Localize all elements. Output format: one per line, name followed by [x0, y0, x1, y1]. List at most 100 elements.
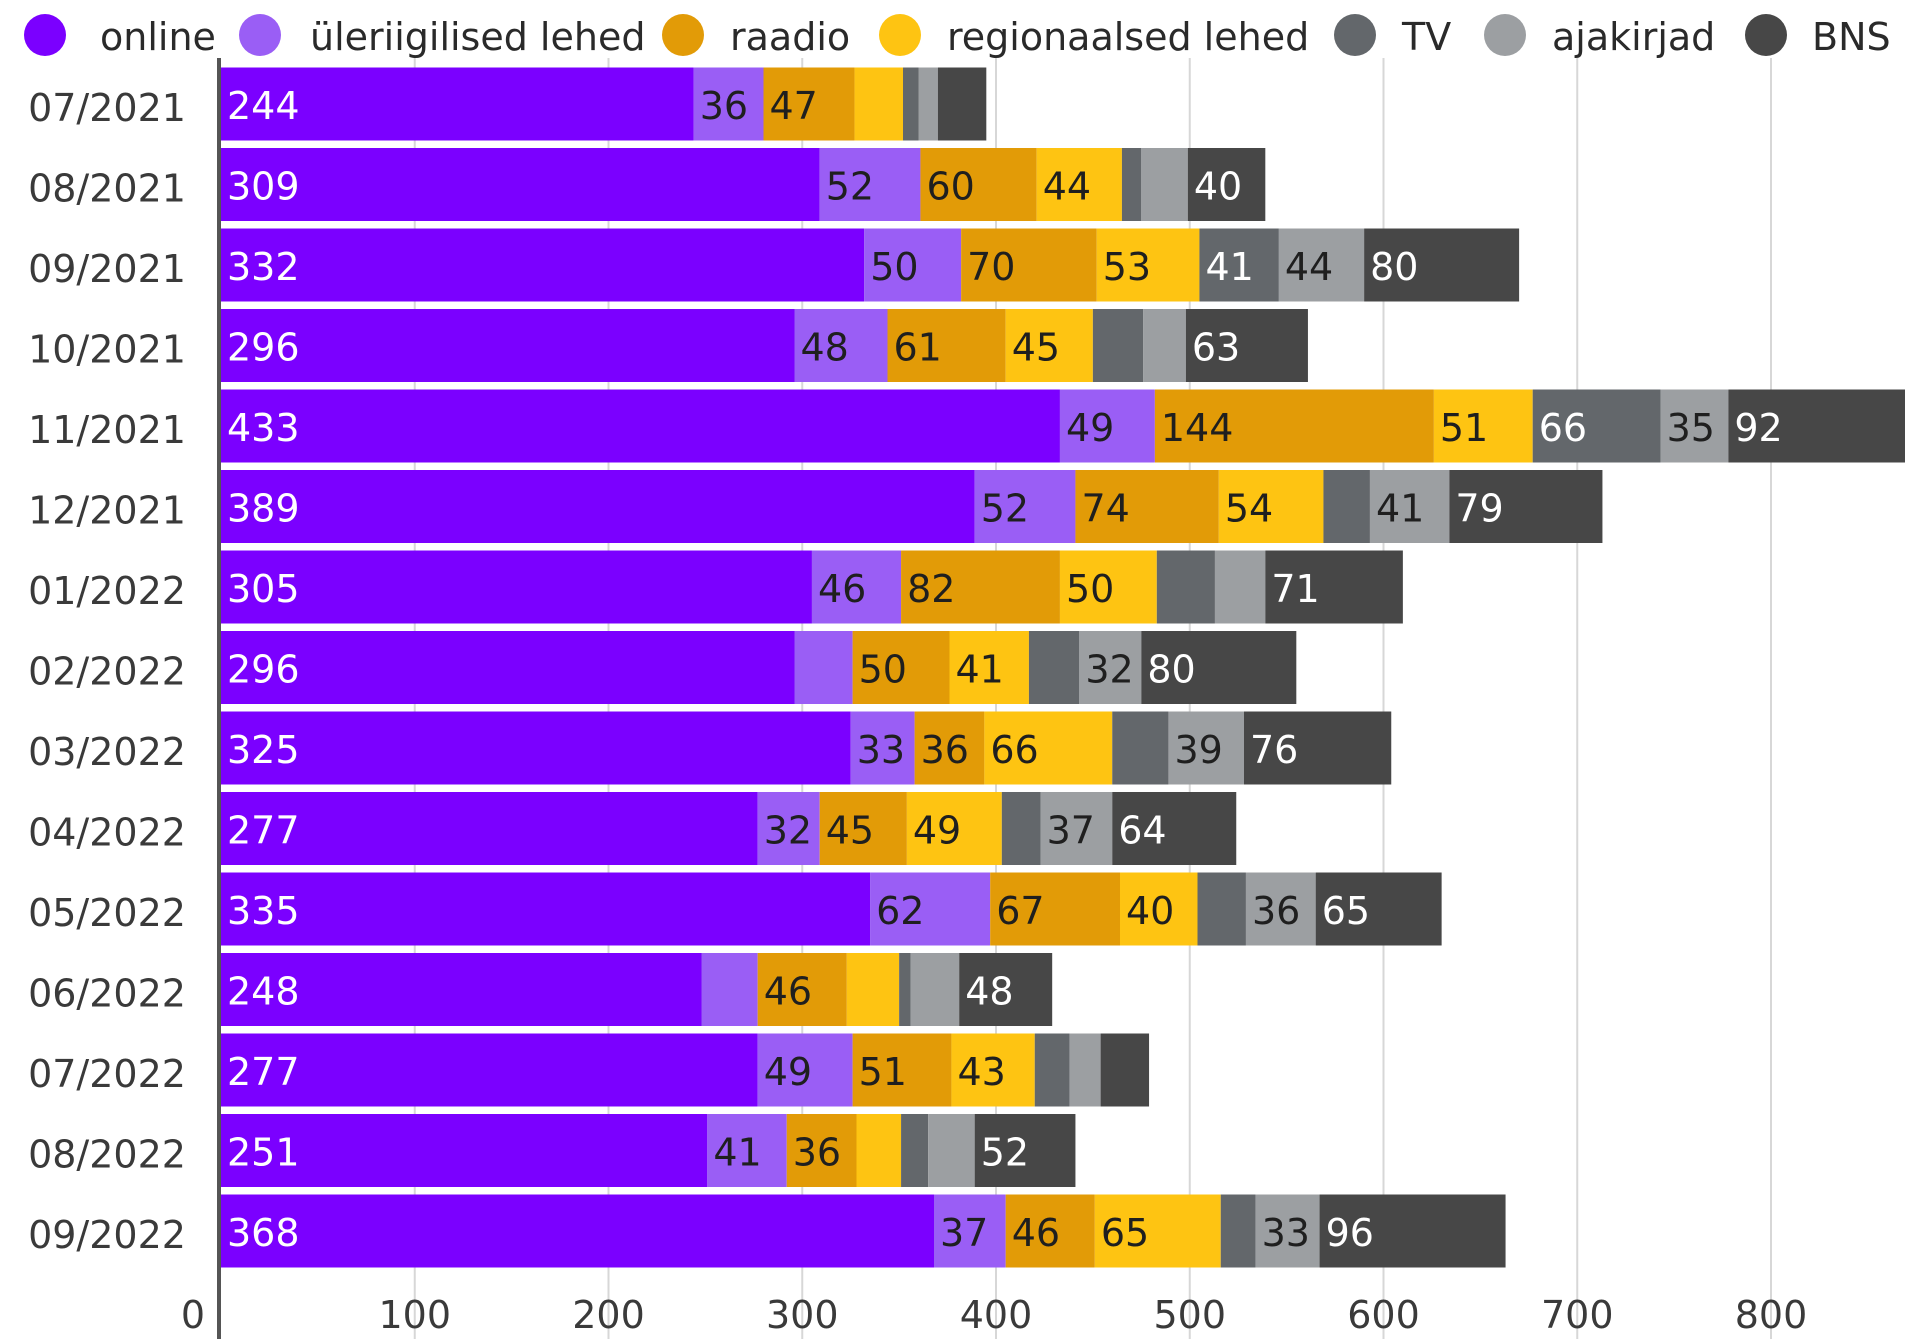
- legend-label: raadio: [730, 15, 850, 59]
- data-label: 35: [1667, 406, 1715, 450]
- category-label: 05/2022: [28, 891, 186, 935]
- bar-segment: [1185, 309, 1308, 382]
- bar-segment: [221, 389, 1060, 463]
- bar-segment: [1121, 148, 1142, 221]
- data-label: 53: [1103, 245, 1151, 289]
- bar-segment: [850, 711, 915, 785]
- data-label: 36: [1252, 889, 1300, 933]
- bar-segment: [990, 872, 1120, 946]
- bar-segment: [1323, 470, 1370, 543]
- data-label: 296: [227, 648, 300, 692]
- data-label: 50: [870, 245, 918, 289]
- data-label: 51: [1440, 406, 1488, 450]
- category-label: 03/2022: [28, 730, 186, 774]
- bar-segment: [1187, 148, 1266, 221]
- data-label: 335: [227, 889, 300, 933]
- bar-segment: [221, 228, 865, 302]
- bar-segment: [1034, 1033, 1070, 1107]
- data-label: 49: [1066, 406, 1114, 450]
- data-label: 80: [1370, 245, 1418, 289]
- data-label: 277: [227, 809, 300, 853]
- bar-segment: [906, 792, 1002, 865]
- bar-segment: [1040, 792, 1113, 865]
- bar-segment: [1364, 228, 1520, 302]
- bar-segment: [1255, 1194, 1320, 1268]
- category-label: 10/2021: [28, 328, 186, 372]
- bar-segment: [757, 1033, 853, 1107]
- data-label: 40: [1126, 889, 1174, 933]
- data-label: 52: [826, 165, 874, 209]
- legend-marker: [662, 14, 704, 56]
- category-label: 01/2022: [28, 569, 186, 613]
- bar-segment: [949, 631, 1029, 704]
- data-label: 66: [990, 728, 1038, 772]
- bar-segment: [974, 470, 1076, 543]
- data-label: 36: [921, 728, 969, 772]
- data-label: 50: [1066, 567, 1114, 611]
- bar-segment: [1315, 872, 1442, 946]
- bar-segment: [221, 67, 694, 141]
- bar-segment: [903, 67, 919, 141]
- bar-segment: [1156, 550, 1215, 624]
- bar-segment: [864, 228, 962, 302]
- bar-segment: [937, 67, 987, 141]
- data-label: 44: [1285, 245, 1333, 289]
- bar-segment: [1168, 711, 1244, 785]
- data-label: 248: [227, 970, 300, 1014]
- data-label: 40: [1194, 165, 1242, 209]
- bar-segment: [901, 1114, 929, 1187]
- data-label: 96: [1326, 1211, 1374, 1255]
- bar-segment: [819, 792, 907, 865]
- bar-segment: [1100, 1033, 1150, 1107]
- category-label: 04/2022: [28, 811, 186, 855]
- bar-segment: [1028, 631, 1080, 704]
- data-label: 66: [1539, 406, 1587, 450]
- bar-segment: [1265, 550, 1403, 624]
- data-label: 296: [227, 326, 300, 370]
- data-label: 52: [981, 487, 1029, 531]
- data-label: 389: [227, 487, 300, 531]
- x-tick-label: 500: [1153, 1293, 1226, 1337]
- bar-segment: [1001, 792, 1041, 865]
- category-label: 09/2022: [28, 1213, 186, 1257]
- data-labels: 244 36 47 309 52 60 44 40 332 50 70 53 41 44 80 296 48 61…: [227, 84, 1783, 1255]
- bar-segment: [984, 711, 1113, 785]
- category-label: 06/2022: [28, 972, 186, 1016]
- bar-segment: [1094, 1194, 1221, 1268]
- bar-segment: [1218, 470, 1324, 543]
- category-label: 09/2021: [28, 247, 186, 291]
- bar-segment: [1141, 148, 1188, 221]
- bar-segment: [1728, 389, 1905, 463]
- bar-segment: [1059, 389, 1155, 463]
- category-label: 07/2021: [28, 86, 186, 130]
- data-label: 43: [957, 1050, 1005, 1094]
- data-label: 37: [1047, 809, 1095, 853]
- bar-segment: [1245, 872, 1316, 946]
- data-label: 332: [227, 245, 300, 289]
- bar-segment: [918, 67, 938, 141]
- bar-segment: [928, 1114, 975, 1187]
- bar-segment: [1069, 1033, 1101, 1107]
- data-label: 54: [1225, 487, 1273, 531]
- bar-segment: [707, 1114, 787, 1187]
- bar-segment: [856, 1114, 902, 1187]
- legend-marker: [1745, 14, 1787, 56]
- data-label: 32: [1085, 648, 1133, 692]
- data-label: 47: [770, 84, 818, 128]
- bar-segment: [221, 953, 702, 1026]
- x-tick-label: 400: [960, 1293, 1033, 1337]
- legend-label: ajakirjad: [1552, 15, 1715, 59]
- data-label: 76: [1250, 728, 1298, 772]
- bar-segment: [1112, 711, 1169, 785]
- data-label: 277: [227, 1050, 300, 1094]
- data-label: 46: [818, 567, 866, 611]
- data-label: 63: [1192, 326, 1240, 370]
- x-tick-label: 600: [1347, 1293, 1420, 1337]
- bar-segment: [951, 1033, 1035, 1107]
- data-label: 36: [793, 1131, 841, 1175]
- bar-segment: [1096, 228, 1200, 302]
- category-label: 11/2021: [28, 408, 186, 452]
- x-tick-label: 100: [378, 1293, 451, 1337]
- bar-segment: [901, 550, 1060, 624]
- bar-segment: [1075, 470, 1219, 543]
